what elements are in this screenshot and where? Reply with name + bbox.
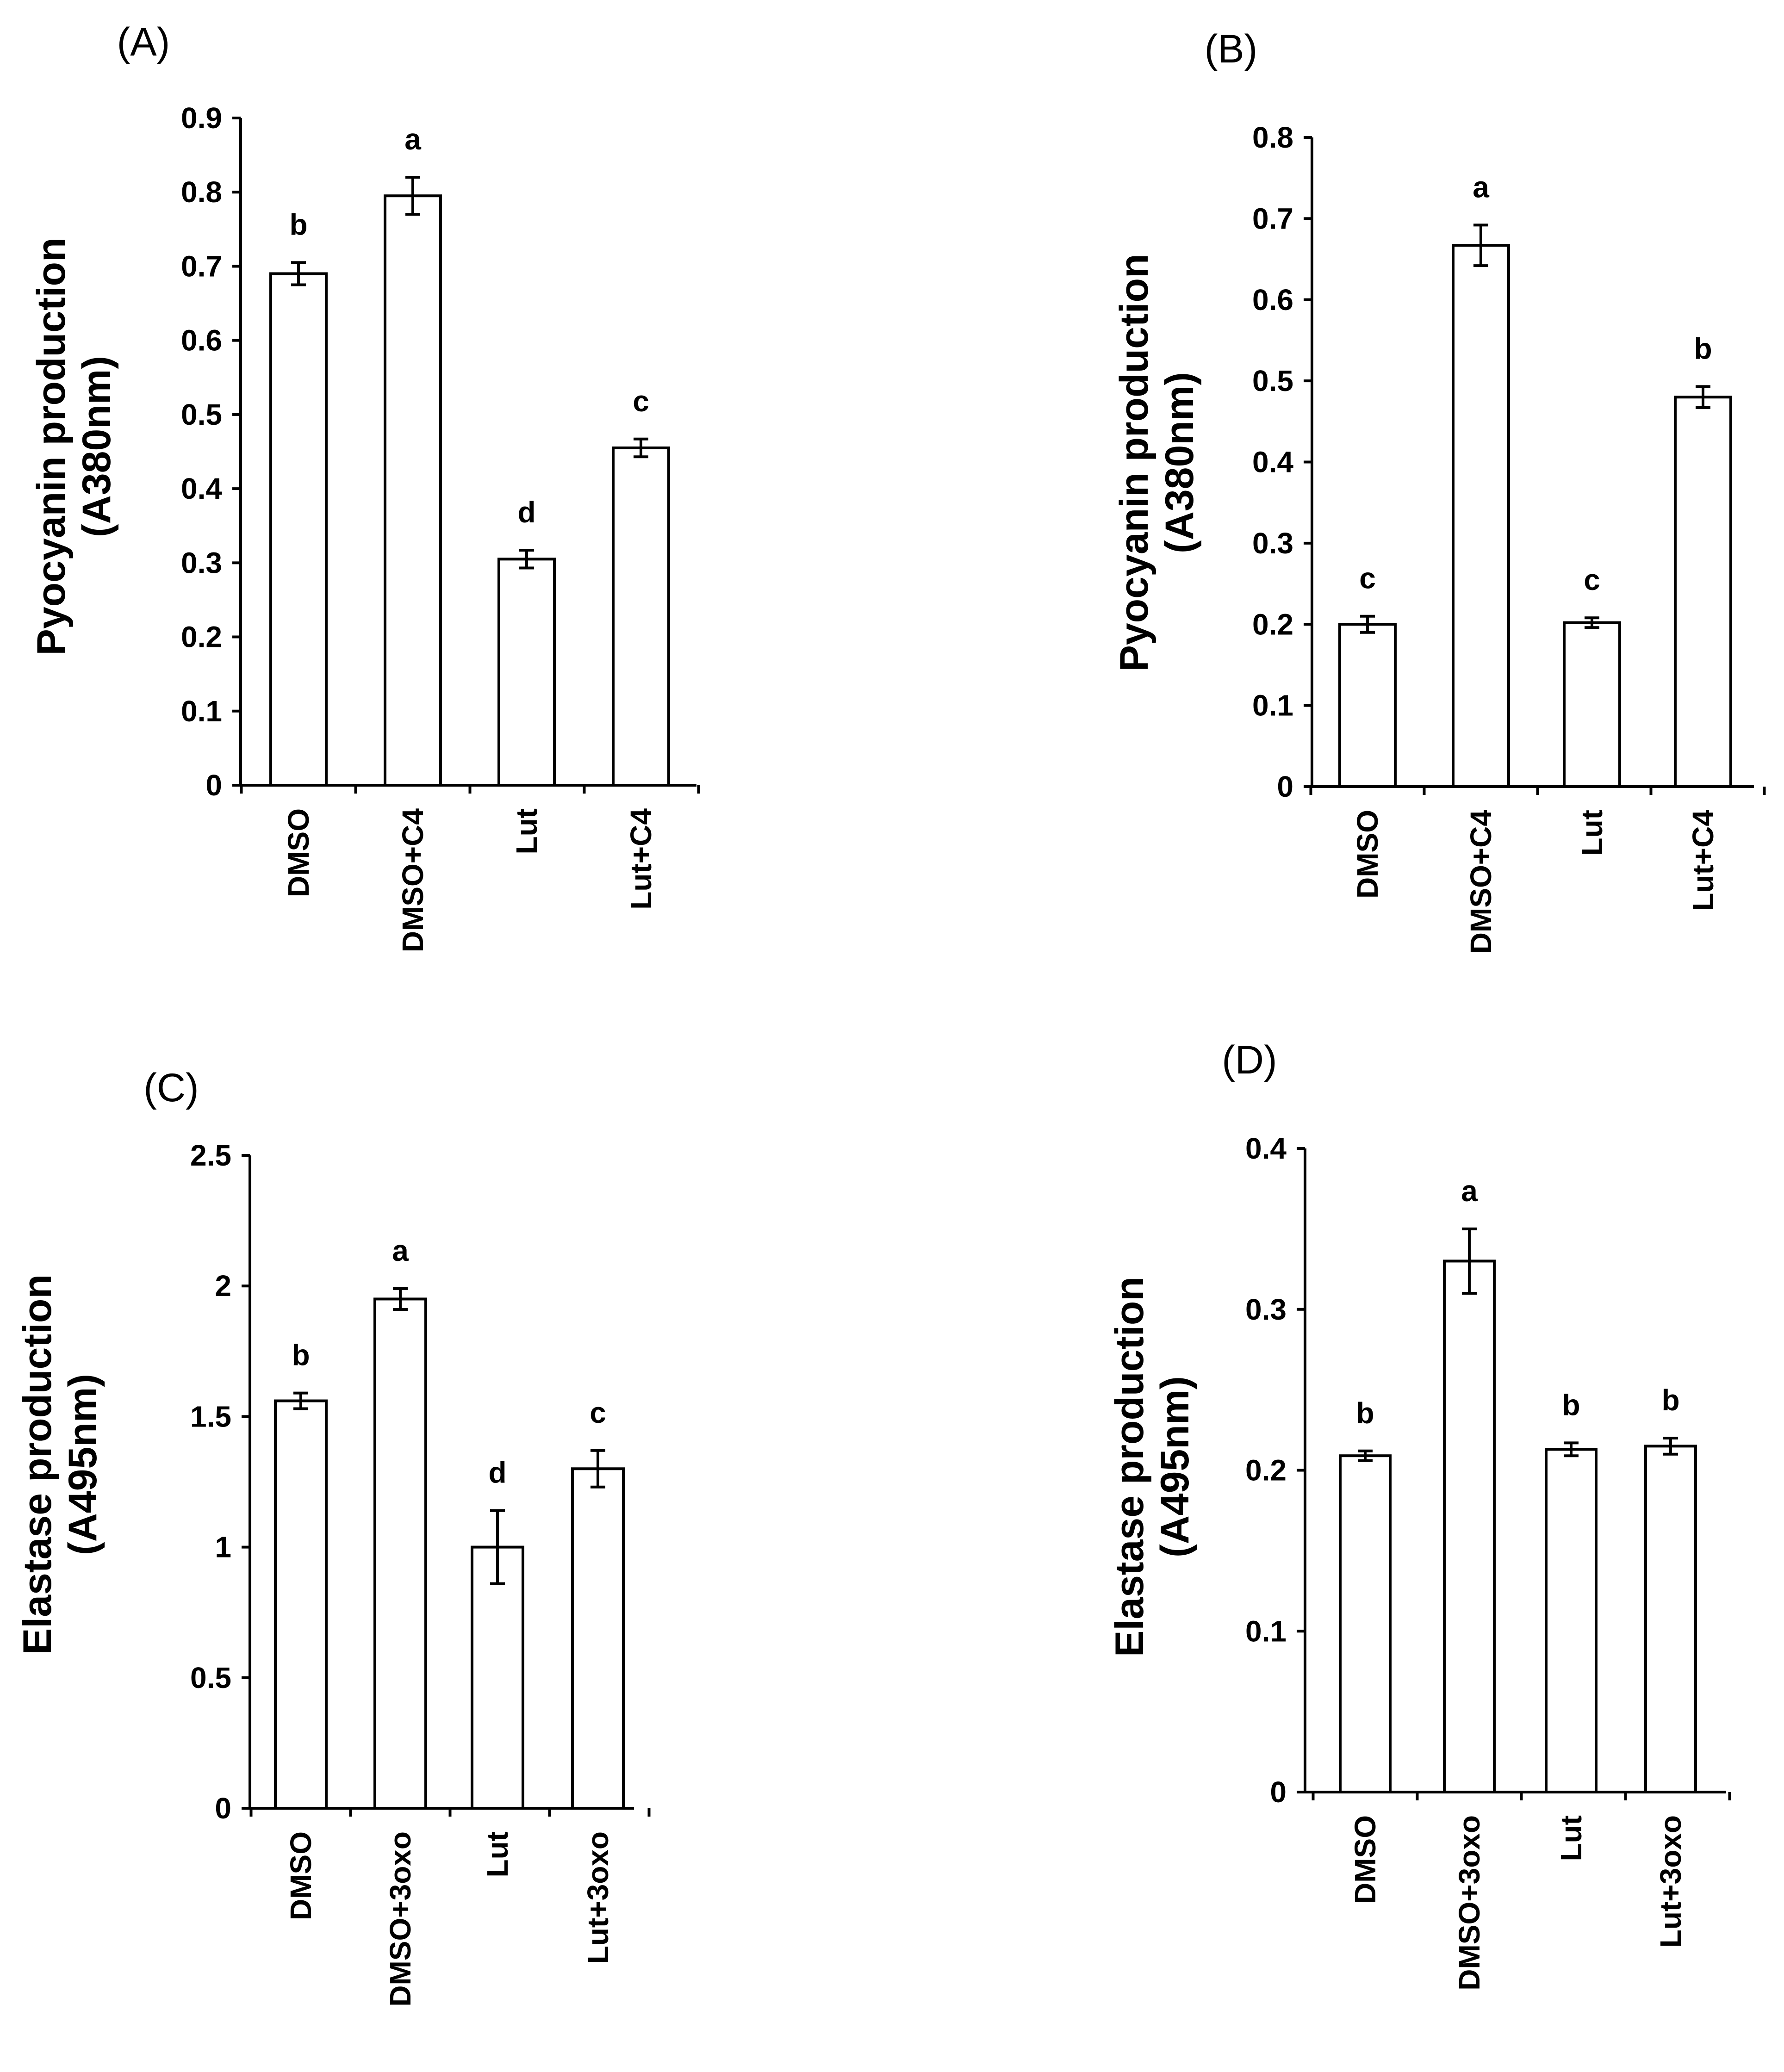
bar [497, 558, 556, 787]
category-label: DMSO+C4 [396, 808, 429, 953]
y-tick-label: 1.5 [190, 1400, 231, 1433]
category-label: Lut+C4 [1686, 810, 1720, 911]
bar [571, 1467, 625, 1810]
y-axis-label-line: (A495nm) [1153, 1376, 1197, 1557]
y-tick-label: 0.2 [1245, 1454, 1287, 1487]
y-tick-label: 0.1 [1252, 689, 1293, 722]
bar [1674, 396, 1732, 788]
y-axis-label-line: (A380nm) [75, 356, 119, 537]
y-tick-label: 0.5 [1252, 364, 1293, 397]
y-axis-label-line: Elastase production [1107, 1277, 1152, 1657]
significance-letter: b [1562, 1388, 1580, 1421]
y-tick-label: 0.5 [181, 398, 222, 431]
category-label: DMSO+C4 [1464, 810, 1498, 954]
category-label: Lut+3oxo [1654, 1815, 1687, 1948]
panel-letter: (C) [143, 1066, 199, 1110]
y-tick-label: 0.4 [1245, 1132, 1287, 1165]
y-axis-label-line: Pyocyanin production [29, 237, 74, 655]
y-axis-label: Elastase production(A495nm) [15, 1274, 105, 1655]
significance-letter: d [517, 496, 535, 529]
y-tick-label: 0.7 [181, 249, 222, 283]
significance-letter: c [1584, 563, 1600, 596]
y-axis-label: Elastase production(A495nm) [1107, 1277, 1197, 1657]
chart-panel-1: (A) Pyocyanin production(A380nm) 0 0.1 0.2 0.… [29, 20, 700, 953]
y-tick-label: 0.3 [1245, 1293, 1287, 1326]
panel-letter: (D) [1222, 1038, 1277, 1082]
significance-letter: a [392, 1234, 409, 1267]
y-tick-label: 0.3 [181, 546, 222, 579]
significance-letter: c [590, 1396, 606, 1429]
y-tick-label: 1 [215, 1531, 231, 1564]
bar [1644, 1445, 1697, 1793]
significance-letter: c [1359, 562, 1376, 595]
y-tick-label: 0.2 [1252, 608, 1293, 641]
category-label: DMSO [284, 1831, 317, 1920]
panel-letter: (A) [117, 20, 170, 64]
bar [612, 446, 670, 787]
category-label: DMSO [1349, 1815, 1382, 1904]
y-tick-label: 0.8 [181, 175, 222, 209]
significance-letter: b [289, 208, 307, 241]
y-tick-label: 0.1 [181, 695, 222, 728]
y-axis-label-line: (A380nm) [1157, 372, 1202, 553]
y-axis-label: Pyocyanin production(A380nm) [1112, 254, 1202, 671]
y-tick-label: 0 [1270, 1775, 1287, 1809]
panel-letter: (B) [1205, 27, 1258, 71]
bar [384, 194, 442, 787]
bar [471, 1545, 524, 1810]
significance-letter: a [1461, 1174, 1478, 1208]
category-label: DMSO+3oxo [1453, 1815, 1486, 1991]
bar [1339, 1454, 1392, 1793]
category-label: Lut+C4 [624, 808, 658, 910]
significance-letter: b [1661, 1383, 1679, 1417]
category-label: Lut+3oxo [581, 1831, 615, 1964]
significance-letter: b [1356, 1396, 1374, 1430]
y-tick-label: 0.6 [181, 324, 222, 357]
category-label: DMSO+3oxo [384, 1831, 417, 2007]
significance-letter: b [1694, 332, 1712, 365]
y-tick-label: 2 [215, 1269, 231, 1303]
y-axis-label: Pyocyanin production(A380nm) [29, 237, 119, 655]
significance-letter: a [1473, 170, 1489, 204]
bar [269, 272, 328, 787]
y-axis-label-line: Pyocyanin production [1112, 254, 1156, 671]
y-tick-label: 0 [1277, 770, 1293, 803]
y-tick-label: 0.2 [181, 620, 222, 654]
y-tick-label: 0.8 [1252, 121, 1293, 154]
category-label: Lut [1575, 810, 1609, 856]
category-label: Lut [1554, 1815, 1588, 1861]
category-label: DMSO [282, 808, 315, 897]
category-label: Lut [510, 808, 543, 855]
bar [1452, 244, 1510, 788]
y-tick-label: 0.9 [181, 101, 222, 135]
bar [1443, 1259, 1496, 1793]
bar [1563, 621, 1621, 788]
y-tick-label: 0.6 [1252, 283, 1293, 316]
bar [1338, 623, 1397, 788]
significance-letter: d [488, 1456, 506, 1489]
bar [1545, 1448, 1598, 1793]
y-tick-label: 0.4 [1252, 446, 1293, 479]
y-tick-label: 0.1 [1245, 1614, 1287, 1648]
significance-letter: c [633, 385, 649, 418]
y-tick-label: 0.7 [1252, 202, 1293, 235]
y-axis-label-line: Elastase production [15, 1274, 60, 1655]
y-tick-label: 2.5 [190, 1139, 231, 1172]
y-tick-label: 0.3 [1252, 527, 1293, 560]
chart-panel-2: (B) Pyocyanin production(A380nm) 0 0.1 0.2 0.… [1112, 27, 1766, 954]
bar [274, 1399, 328, 1810]
category-label: Lut [481, 1831, 514, 1878]
significance-letter: a [404, 123, 421, 156]
y-tick-label: 0.4 [181, 472, 222, 505]
y-tick-label: 0 [205, 769, 222, 802]
chart-panel-3: (C) Elastase production(A495nm) 0 0.5 1 1.5 2 2… [15, 1066, 651, 2007]
y-axis-label-line: (A495nm) [61, 1374, 105, 1555]
chart-panel-4: (D) Elastase production(A495nm) 0 0.1 0.2 0.3… [1107, 1038, 1731, 1991]
y-tick-label: 0 [215, 1792, 231, 1825]
bar [373, 1297, 427, 1810]
significance-letter: b [292, 1339, 310, 1372]
y-tick-label: 0.5 [190, 1661, 231, 1694]
category-label: DMSO [1351, 810, 1384, 899]
